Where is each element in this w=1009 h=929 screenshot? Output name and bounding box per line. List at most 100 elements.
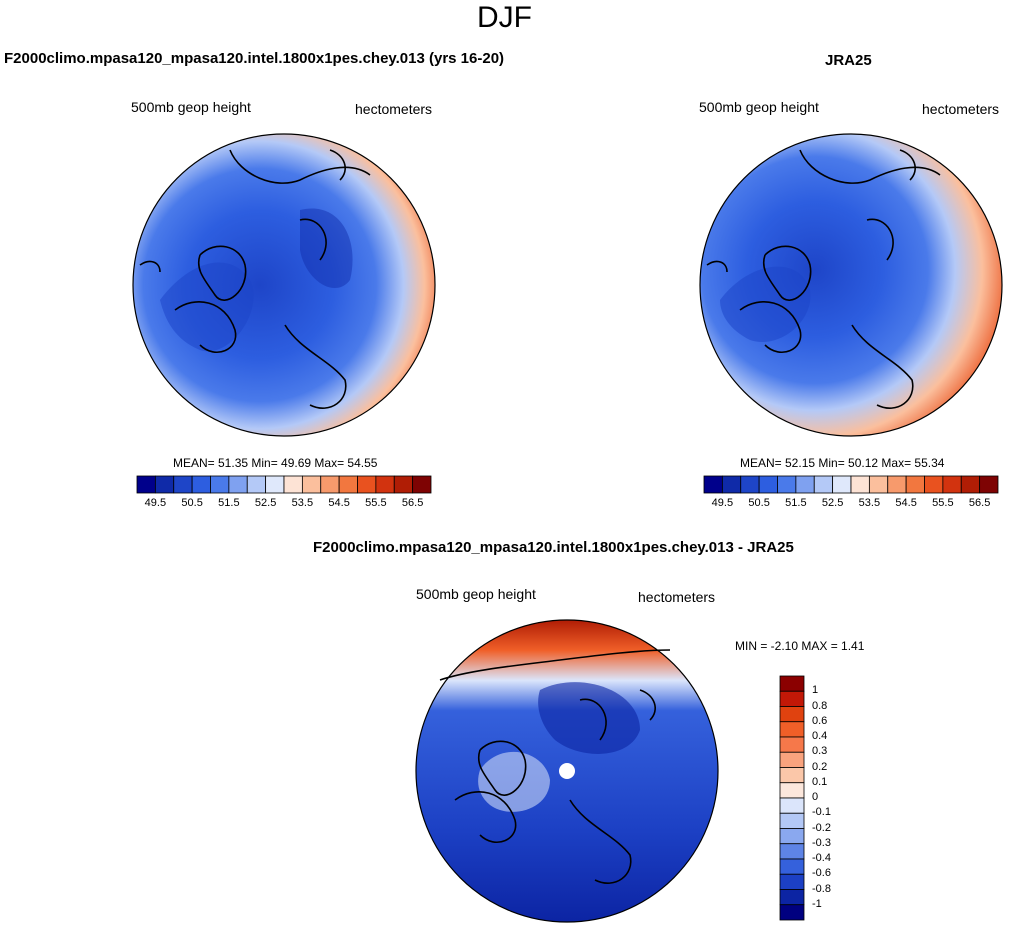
obs-colorbar-tick-label: 53.5 xyxy=(858,497,881,509)
diff-colorbar-box xyxy=(779,889,805,906)
diff-colorbar-box xyxy=(779,904,805,921)
model-colorbar-box xyxy=(265,475,285,494)
model-colorbar-box xyxy=(283,475,303,494)
obs-colorbar-box xyxy=(924,475,944,494)
obs-colorbar-box xyxy=(832,475,852,494)
diff-colorbar-box xyxy=(779,690,805,707)
model-units-label: hectometers xyxy=(355,101,433,117)
diff-colorbar-tick-label: 1 xyxy=(812,684,819,697)
diff-colorbar-box xyxy=(779,767,805,784)
diff-colorbar-tick-label: 0 xyxy=(812,791,819,803)
diff-colorbar-box xyxy=(779,812,805,829)
obs-colorbar-box xyxy=(979,475,999,494)
diff-colorbar-tick-label: -0.6 xyxy=(812,867,831,880)
obs-colorbar-box xyxy=(758,475,778,494)
diff-colorbar-box xyxy=(779,858,805,875)
diff-colorbar-tick-label: 0.1 xyxy=(812,775,828,788)
diff-variable-label: 500mb geop height xyxy=(416,586,536,602)
model-colorbar-tick-label: 49.5 xyxy=(144,497,167,509)
obs-variable-label: 500mb geop height xyxy=(699,99,819,115)
model-colorbar-box xyxy=(301,475,322,494)
model-colorbar xyxy=(136,475,432,494)
model-colorbar-box xyxy=(393,475,414,494)
model-colorbar-box xyxy=(412,475,432,494)
diff-colorbar-tick-label: -0.3 xyxy=(812,836,831,849)
model-colorbar-tick-label: 52.5 xyxy=(254,497,277,509)
model-stats: MEAN= 51.35 Min= 49.69 Max= 54.55 xyxy=(173,456,378,470)
obs-colorbar-box xyxy=(942,475,962,494)
obs-stats: MEAN= 52.15 Min= 50.12 Max= 55.34 xyxy=(740,456,945,470)
model-colorbar-tick-label: 56.5 xyxy=(401,497,424,509)
diff-colorbar-tick-label: 0.2 xyxy=(812,760,828,773)
diff-map xyxy=(415,619,719,923)
obs-colorbar xyxy=(703,475,999,494)
diff-colorbar-tick-label: 0.4 xyxy=(812,730,828,742)
obs-colorbar-tick-label: 51.5 xyxy=(785,497,807,509)
diff-panel-title: F2000climo.mpasa120_mpasa120.intel.1800x… xyxy=(313,539,794,556)
model-colorbar-box xyxy=(338,475,358,494)
obs-colorbar-tick-label: 55.5 xyxy=(932,497,954,509)
diff-colorbar-tick-label: 0.8 xyxy=(812,699,828,712)
obs-colorbar-tick-label: 52.5 xyxy=(821,497,844,509)
obs-colorbar-box xyxy=(960,475,981,494)
diff-colorbar-box xyxy=(779,828,805,845)
diff-colorbar xyxy=(779,675,805,921)
obs-colorbar-box xyxy=(868,475,889,494)
diff-colorbar-tick-label: -1 xyxy=(812,897,822,910)
diff-colorbar-tick-label: -0.1 xyxy=(812,806,831,819)
obs-map xyxy=(699,133,1003,437)
diff-colorbar-box xyxy=(779,843,805,860)
model-map xyxy=(132,133,436,437)
model-colorbar-box xyxy=(136,475,156,494)
diff-colorbar-tick-label: -0.8 xyxy=(812,882,831,895)
obs-colorbar-box xyxy=(795,475,815,494)
obs-colorbar-tick-label: 50.5 xyxy=(748,497,770,509)
obs-colorbar-box xyxy=(740,475,760,494)
model-colorbar-box xyxy=(246,475,267,494)
obs-colorbar-tick-label: 56.5 xyxy=(968,497,991,509)
diff-colorbar-box xyxy=(779,873,805,890)
diff-colorbar-box xyxy=(779,782,805,799)
figure-title: DJF xyxy=(477,1,532,34)
diff-colorbar-box xyxy=(779,736,805,753)
model-colorbar-box xyxy=(375,475,395,494)
diff-colorbar-box xyxy=(779,706,805,723)
model-colorbar-tick-label: 55.5 xyxy=(365,497,387,509)
model-colorbar-tick-label: 51.5 xyxy=(218,497,240,509)
model-colorbar-tick-label: 54.5 xyxy=(328,497,350,509)
diff-units-label: hectometers xyxy=(638,589,716,605)
obs-colorbar-box xyxy=(850,475,870,494)
model-colorbar-box xyxy=(191,475,211,494)
obs-colorbar-tick-label: 54.5 xyxy=(895,497,917,509)
diff-colorbar-box xyxy=(779,797,805,814)
diff-colorbar-tick-label: -0.2 xyxy=(812,821,831,834)
model-variable-label: 500mb geop height xyxy=(131,99,251,115)
diff-colorbar-tick-label: -0.4 xyxy=(812,852,831,864)
diff-colorbar-tick-label: 0.6 xyxy=(812,714,828,727)
diff-colorbar-tick-label: 0.3 xyxy=(812,745,828,758)
model-colorbar-box xyxy=(357,475,377,494)
model-colorbar-tick-label: 50.5 xyxy=(181,497,203,509)
diff-colorbar-box xyxy=(779,675,805,692)
obs-colorbar-box xyxy=(777,475,797,494)
obs-colorbar-tick-label: 49.5 xyxy=(711,497,734,509)
diff-stats: MIN = -2.10 MAX = 1.41 xyxy=(735,639,865,653)
obs-colorbar-box xyxy=(813,475,834,494)
obs-colorbar-box xyxy=(905,475,925,494)
obs-units-label: hectometers xyxy=(922,101,1000,117)
model-colorbar-box xyxy=(320,475,340,494)
model-colorbar-box xyxy=(154,475,175,494)
diff-colorbar-box xyxy=(779,751,805,768)
obs-colorbar-box xyxy=(721,475,742,494)
obs-colorbar-box xyxy=(703,475,723,494)
model-colorbar-box xyxy=(210,475,230,494)
model-colorbar-tick-label: 53.5 xyxy=(291,497,314,509)
model-coastlines xyxy=(139,149,371,409)
diff-coastlines xyxy=(439,649,671,884)
obs-colorbar-box xyxy=(887,475,907,494)
obs-panel-title: JRA25 xyxy=(825,52,872,69)
diff-colorbar-box xyxy=(779,721,805,738)
obs-coastlines xyxy=(706,149,941,409)
model-colorbar-box xyxy=(228,475,248,494)
